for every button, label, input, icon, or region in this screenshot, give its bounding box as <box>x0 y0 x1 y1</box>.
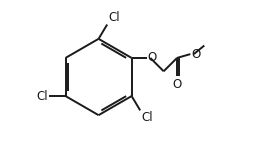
Text: Cl: Cl <box>108 11 120 24</box>
Text: O: O <box>191 48 200 61</box>
Text: Cl: Cl <box>37 90 48 103</box>
Text: O: O <box>148 51 157 64</box>
Text: O: O <box>172 78 182 91</box>
Text: Cl: Cl <box>141 111 153 124</box>
